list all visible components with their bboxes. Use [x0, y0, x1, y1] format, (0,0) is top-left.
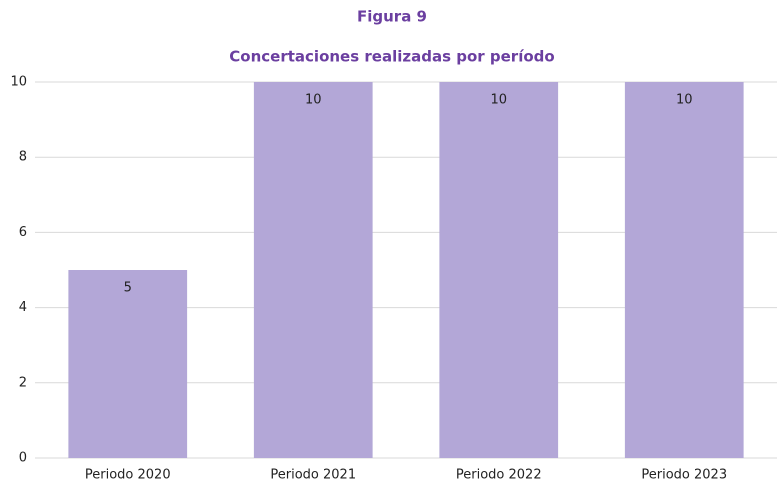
y-tick-label: 8: [19, 150, 27, 165]
y-tick-label: 4: [19, 300, 27, 315]
y-tick-label: 6: [19, 225, 27, 240]
y-tick-label: 10: [10, 75, 27, 90]
y-tick-label: 0: [19, 451, 27, 466]
bar: [624, 82, 744, 458]
x-tick-label: Periodo 2023: [641, 468, 727, 483]
data-label: 10: [676, 93, 693, 108]
bar: [68, 270, 188, 458]
figure-label: Figura 9: [357, 8, 427, 26]
x-tick-label: Periodo 2022: [456, 468, 542, 483]
data-label: 10: [305, 93, 322, 108]
data-label: 5: [124, 281, 132, 296]
x-tick-label: Periodo 2020: [85, 468, 171, 483]
data-label: 10: [490, 93, 507, 108]
chart-title: Concertaciones realizadas por período: [229, 48, 554, 66]
x-tick-label: Periodo 2021: [270, 468, 356, 483]
bar: [253, 82, 373, 458]
bar: [439, 82, 559, 458]
y-tick-label: 2: [19, 375, 27, 390]
